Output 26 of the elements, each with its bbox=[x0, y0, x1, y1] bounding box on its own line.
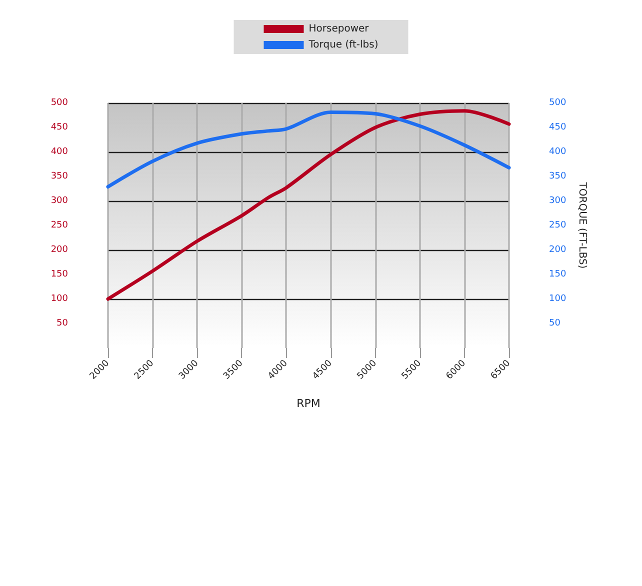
y2-tick-label: 250 bbox=[549, 220, 566, 230]
y2-tick-label: 500 bbox=[549, 98, 566, 108]
y2-axis-title: TORQUE (FT-LBS) bbox=[576, 181, 588, 269]
y-tick-label: 200 bbox=[50, 245, 68, 255]
y-tick-label: 400 bbox=[50, 147, 68, 157]
y-tick-label: 150 bbox=[50, 270, 68, 280]
y2-tick-label: 100 bbox=[549, 294, 566, 304]
line-series bbox=[106, 109, 511, 301]
y2-tick-label: 50 bbox=[549, 318, 561, 328]
y-tick-label: 500 bbox=[50, 98, 68, 108]
y-tick-label: 50 bbox=[56, 318, 68, 328]
line-series bbox=[106, 110, 511, 189]
y2-tick-label: 350 bbox=[549, 172, 566, 182]
y2-tick-label: 150 bbox=[549, 270, 566, 280]
y2-tick-label: 300 bbox=[549, 196, 566, 206]
y2-tick-label: 450 bbox=[549, 122, 566, 132]
y-tick-label: 300 bbox=[50, 196, 68, 206]
legend-label: Torque (ft-lbs) bbox=[308, 40, 378, 50]
y2-tick-label: 400 bbox=[549, 147, 566, 157]
y-tick-label: 350 bbox=[50, 172, 68, 182]
y-tick-label: 100 bbox=[50, 294, 68, 304]
x-axis-title: RPM bbox=[296, 397, 320, 410]
legend-label: Horsepower bbox=[308, 24, 370, 34]
y-tick-label: 450 bbox=[50, 122, 68, 132]
y-tick-label: 250 bbox=[50, 220, 68, 230]
y2-tick-label: 200 bbox=[549, 245, 566, 255]
